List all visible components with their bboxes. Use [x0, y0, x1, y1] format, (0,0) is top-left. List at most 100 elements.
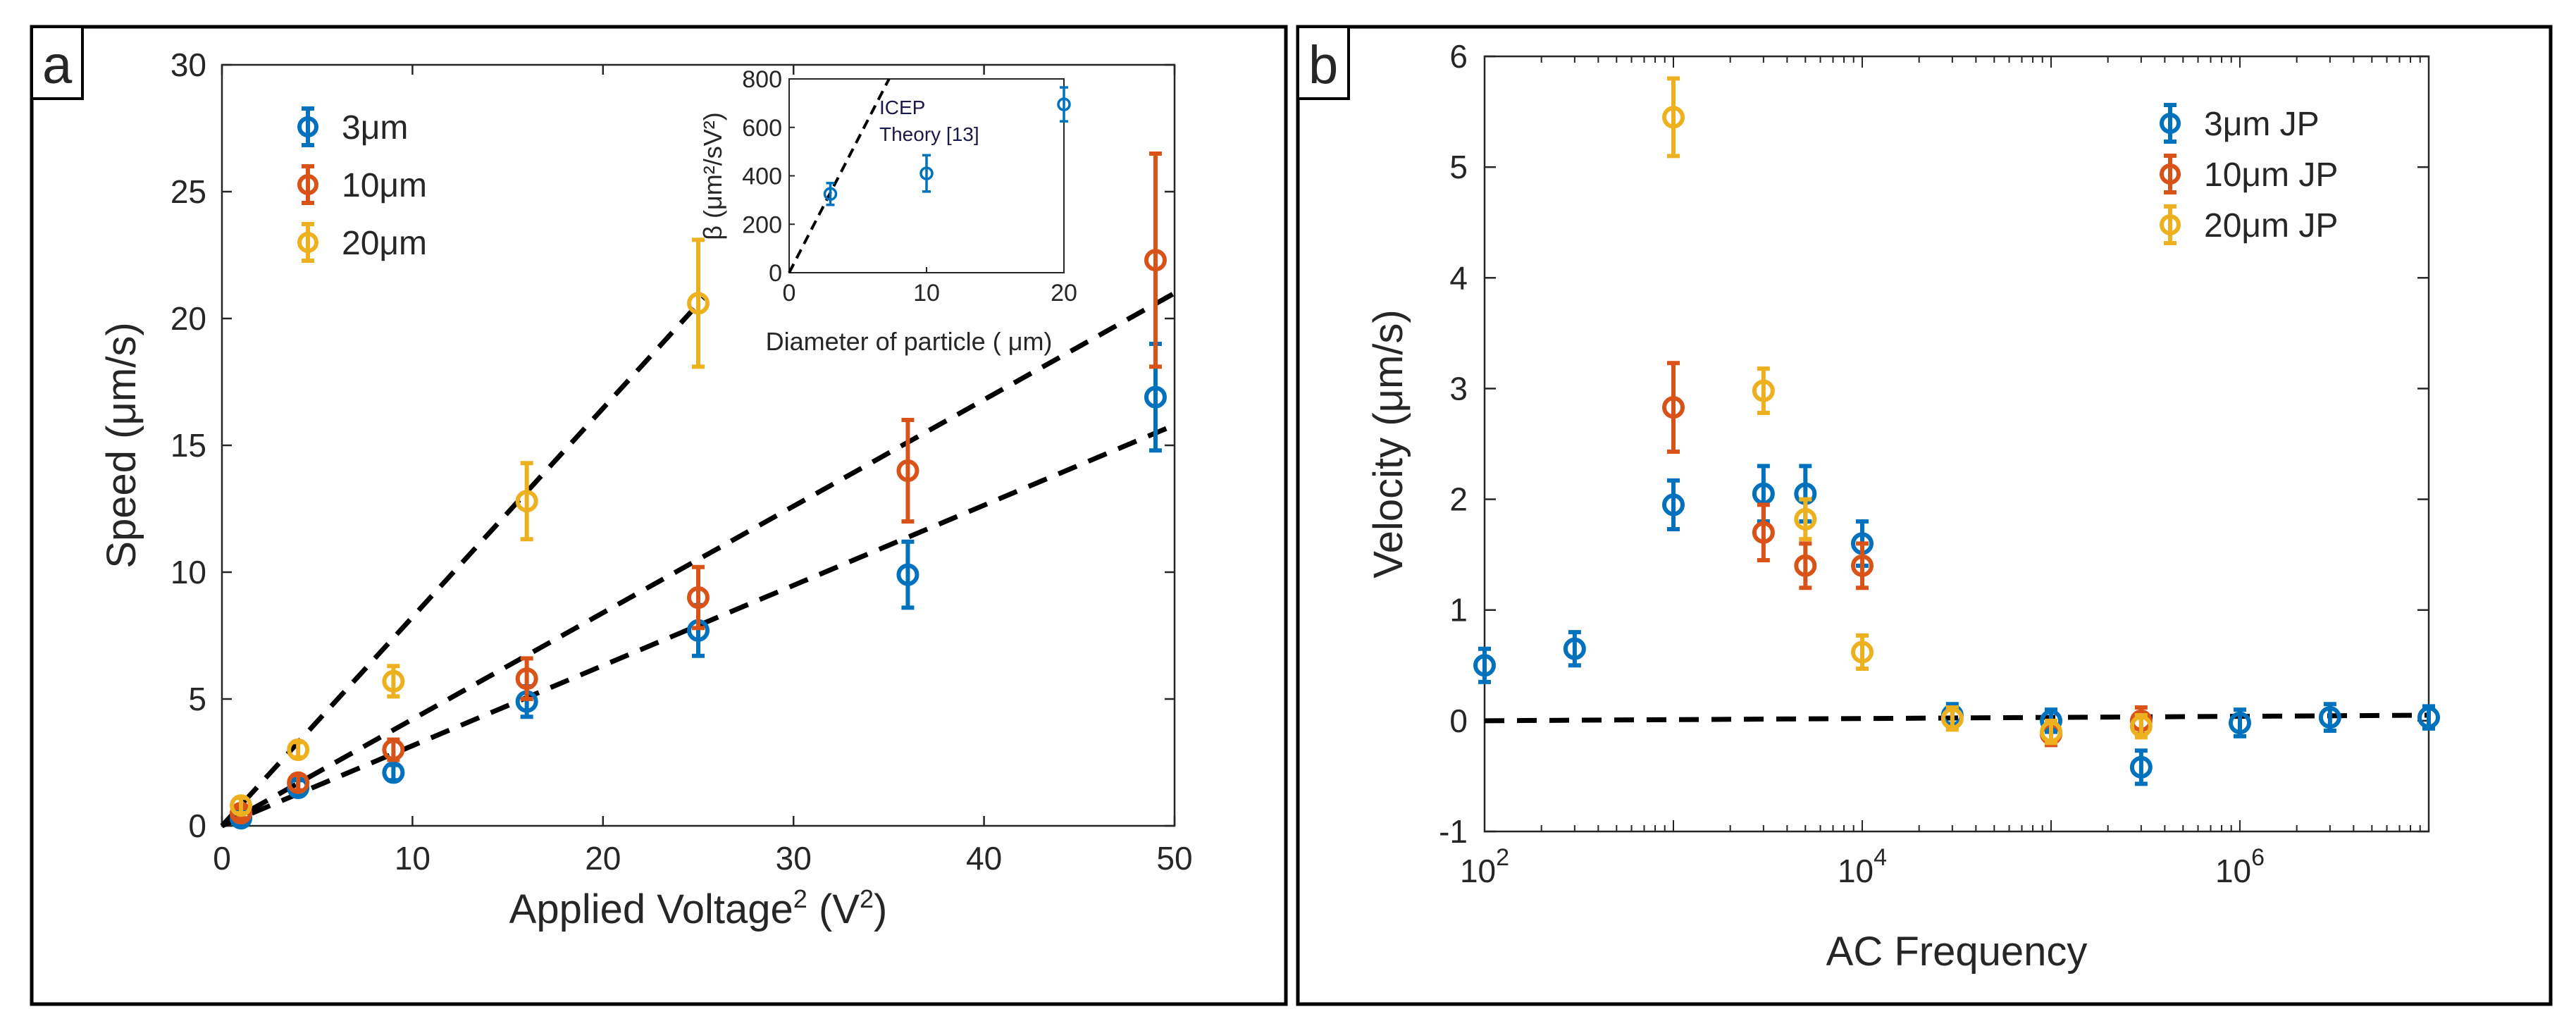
a-fit-line-2	[220, 296, 705, 828]
a-xtick-label: 30	[776, 840, 812, 877]
b-xtick-label: 102	[1460, 844, 1509, 889]
a-point-s1-4	[687, 586, 710, 609]
a-ytick-label: 10	[171, 554, 206, 590]
inset-errorbar-0	[826, 182, 835, 206]
inset-ytick-label: 400	[742, 163, 782, 190]
b-point-s0-2	[1662, 493, 1685, 516]
a-point-s1-3	[515, 667, 538, 691]
b-ytick-label: 1	[1449, 592, 1468, 629]
b-ytick-label: -1	[1439, 813, 1468, 850]
b-errorbar-s2-0	[1667, 76, 1680, 159]
b-legend-entry-1-label: 10μm JP	[2204, 156, 2338, 194]
b-errorbar-s0-1	[1568, 630, 1581, 668]
inset-ylabel: β (μm²/sV²)	[698, 112, 727, 240]
inset-xtick-label: 10	[913, 280, 940, 307]
a-legend-entry-2-label: 20μm	[342, 225, 427, 262]
b-errorbar-s2-1	[1757, 366, 1770, 415]
inset-point-0	[823, 187, 838, 202]
inset-errorbar-2	[1060, 86, 1068, 123]
a-errorbar-s1-4	[692, 564, 705, 631]
b-point-s1-1	[1752, 521, 1775, 544]
panel-a-letter: a	[42, 35, 73, 95]
b-errorbar-s0-2	[1667, 478, 1680, 531]
b-ytick-label: 4	[1449, 259, 1468, 296]
b-errorbar-s1-1	[1757, 502, 1770, 562]
a-errorbar-s0-5	[901, 539, 915, 610]
b-xtick-label: 106	[2215, 844, 2265, 889]
a-legend-entry-1-errorbar	[302, 164, 314, 205]
panel-a-xlabel: Applied Voltage2 (V2)	[509, 884, 888, 932]
b-point-s2-6	[2129, 715, 2153, 738]
a-xtick-label: 10	[395, 840, 431, 877]
a-point-s2-2	[382, 669, 405, 693]
b-point-s0-11	[2417, 706, 2440, 729]
b-legend-entry-0-marker	[2160, 113, 2181, 134]
panel-b-ticks: 102 104 106 -1 0 1 2 3 4 5 6	[1439, 38, 2429, 889]
b-point-s0-10	[2318, 706, 2341, 729]
a-legend-entry-0: 3μm	[297, 106, 408, 147]
b-point-s0-8	[2129, 755, 2153, 779]
panel-b-fit-line	[1484, 712, 2429, 724]
a-ytick-label: 15	[171, 427, 206, 464]
a-fit-line-1	[221, 290, 1176, 829]
a-xtick-label: 0	[213, 840, 231, 877]
panel-b-legend: 3μm JP 10μm JP 20μm JP	[2160, 103, 2338, 245]
a-legend-entry-0-errorbar	[302, 106, 314, 147]
b-point-s2-3	[1851, 641, 1874, 664]
b-errorbar-s2-2	[1799, 497, 1812, 542]
b-errorbar-s0-8	[2134, 748, 2148, 786]
a-legend-entry-1-label: 10μm	[342, 167, 427, 204]
a-xtick-label: 20	[585, 840, 621, 877]
b-legend-entry-0-label: 3μm JP	[2204, 106, 2320, 143]
a-point-s0-6	[1144, 385, 1167, 409]
a-xtick-label: 40	[966, 840, 1002, 877]
a-errorbar-s1-3	[520, 656, 533, 701]
b-errorbar-s1-2	[1799, 541, 1812, 590]
b-legend-entry-0-errorbar	[2164, 103, 2176, 144]
b-point-s1-3	[1851, 554, 1874, 577]
b-errorbar-s0-0	[1478, 646, 1491, 684]
a-point-s0-5	[896, 563, 919, 586]
panel-b-xlabel: AC Frequency	[1826, 929, 2088, 975]
a-point-s2-4	[687, 292, 710, 315]
inset-theory-label-2: Theory [13]	[879, 123, 979, 145]
a-errorbar-s2-4	[692, 237, 705, 369]
panel-b-chart: 102 104 106 -1 0 1 2 3 4 5 6 AC Frequency Velocity…	[1366, 38, 2440, 975]
inset-xtick-label: 0	[783, 280, 796, 307]
b-legend-entry-2-marker	[2160, 214, 2181, 235]
b-point-s2-5	[2040, 720, 2062, 743]
a-errorbar-s1-5	[901, 418, 915, 524]
a-point-s2-0	[230, 794, 253, 817]
b-errorbar-s1-0	[1667, 361, 1680, 454]
b-point-s2-4	[1940, 707, 1964, 730]
a-legend-entry-0-label: 3μm	[342, 109, 408, 147]
b-errorbar-s1-3	[1856, 541, 1869, 590]
b-legend-entry-1-errorbar	[2164, 154, 2176, 194]
a-point-s1-2	[382, 738, 405, 761]
b-point-s2-2	[1794, 507, 1817, 531]
b-legend-entry-2-label: 20μm JP	[2204, 207, 2338, 245]
b-point-s1-0	[1662, 396, 1685, 419]
panel-a-letter-box	[30, 25, 84, 100]
b-legend-entry-1: 10μm JP	[2160, 154, 2338, 194]
a-point-s2-3	[515, 490, 538, 513]
b-xtick-label: 104	[1838, 844, 1887, 889]
a-legend-entry-2-marker	[297, 232, 318, 253]
b-point-s2-0	[1662, 106, 1685, 129]
inset-theory-line	[788, 78, 891, 273]
a-point-s1-5	[896, 459, 919, 482]
b-point-s0-9	[2229, 712, 2251, 734]
panel-b-letter-box	[1296, 25, 1350, 100]
a-errorbar-s0-2	[387, 762, 400, 783]
panel-b-frame	[1296, 25, 2553, 1006]
panel-a-chart: 0 10 20 30 40 50 0 5 10 15 20 25 30 Applied Voltage2…	[99, 47, 1193, 932]
b-point-s0-1	[1563, 637, 1586, 660]
inset-ytick-label: 0	[769, 260, 782, 287]
b-ytick-label: 3	[1449, 370, 1468, 407]
a-legend-entry-2: 20μm	[297, 222, 427, 263]
panel-b-letter: b	[1308, 35, 1338, 95]
panel-a-ticks: 0 10 20 30 40 50 0 5 10 15 20 25 30	[171, 47, 1193, 877]
